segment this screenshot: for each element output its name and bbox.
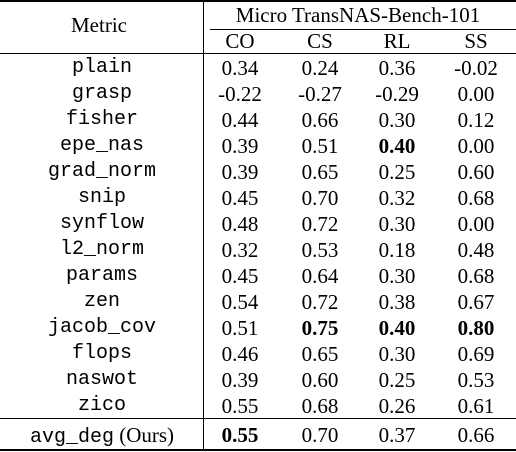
value-cs: 0.65: [301, 342, 339, 366]
value-ss: 0.48: [457, 238, 495, 262]
ours-row-label: avg_deg (Ours): [4, 422, 200, 449]
ours-value-cs: 0.70: [301, 423, 339, 447]
metric-name: synflow: [59, 212, 144, 235]
value-rl: 0.38: [378, 290, 416, 314]
value-co: 0.39: [221, 134, 259, 158]
value-ss: 0.53: [457, 368, 495, 392]
value-rl: 0.26: [378, 394, 416, 418]
value-rl: 0.30: [378, 212, 416, 236]
ours-suffix: (Ours): [113, 423, 175, 447]
value-ss: 0.68: [457, 186, 495, 210]
value-rl: 0.30: [378, 342, 416, 366]
value-cs: 0.65: [301, 160, 339, 184]
bottom-rule: [0, 449, 516, 451]
value-cs: 0.64: [301, 264, 339, 288]
value-rl: -0.29: [375, 82, 419, 106]
metric-name: l2_norm: [59, 238, 144, 261]
value-cs: 0.68: [301, 394, 339, 418]
metric-name: params: [65, 264, 138, 287]
value-cs: 0.53: [301, 238, 339, 262]
value-rl: 0.40: [378, 316, 416, 340]
value-rl: 0.30: [378, 108, 416, 132]
metric-name: naswot: [65, 368, 138, 391]
value-co: 0.46: [221, 342, 259, 366]
metric-name: grasp: [71, 82, 132, 105]
value-rl: 0.25: [378, 368, 416, 392]
header-rule: [0, 53, 516, 54]
value-cs: -0.27: [298, 82, 342, 106]
value-ss: -0.02: [454, 56, 498, 80]
value-rl: 0.40: [378, 134, 416, 158]
value-co: 0.39: [221, 160, 259, 184]
value-ss: 0.80: [457, 316, 495, 340]
value-cs: 0.51: [301, 134, 339, 158]
value-co: 0.44: [221, 108, 259, 132]
value-ss: 0.00: [457, 82, 495, 106]
value-co: 0.39: [221, 368, 259, 392]
col-divider: [203, 0, 204, 451]
value-ss: 0.12: [457, 108, 495, 132]
value-ss: 0.00: [457, 212, 495, 236]
value-ss: 0.67: [457, 290, 495, 314]
col-header-ss: SS: [464, 29, 488, 53]
metric-name: jacob_cov: [47, 316, 157, 339]
value-co: 0.45: [221, 264, 259, 288]
value-cs: 0.72: [301, 290, 339, 314]
value-co: 0.51: [221, 316, 259, 340]
value-cs: 0.75: [301, 316, 339, 340]
value-ss: 0.00: [457, 134, 495, 158]
value-ss: 0.60: [457, 160, 495, 184]
value-cs: 0.72: [301, 212, 339, 236]
col-header-cs: CS: [307, 29, 333, 53]
col-header-co: CO: [225, 29, 255, 53]
value-co: 0.54: [221, 290, 259, 314]
metric-name: zen: [83, 290, 120, 313]
value-rl: 0.36: [378, 56, 416, 80]
value-ss: 0.69: [457, 342, 495, 366]
ours-rule: [0, 418, 516, 419]
value-rl: 0.18: [378, 238, 416, 262]
value-cs: 0.70: [301, 186, 339, 210]
value-co: 0.55: [221, 394, 259, 418]
metric-name: zico: [77, 394, 126, 417]
value-ss: 0.68: [457, 264, 495, 288]
metric-name: epe_nas: [59, 134, 144, 157]
value-rl: 0.25: [378, 160, 416, 184]
group-header: Micro TransNAS-Bench-101: [235, 3, 481, 27]
metric-header: Metric: [71, 13, 127, 37]
ours-value-ss: 0.66: [457, 423, 495, 447]
value-cs: 0.60: [301, 368, 339, 392]
value-cs: 0.66: [301, 108, 339, 132]
value-co: 0.34: [221, 56, 259, 80]
col-header-rl: RL: [383, 29, 411, 53]
metric-name: snip: [77, 186, 126, 209]
value-cs: 0.24: [301, 56, 339, 80]
metric-name: grad_norm: [47, 160, 157, 183]
ours-value-co: 0.55: [221, 423, 259, 447]
value-co: 0.45: [221, 186, 259, 210]
metric-name: flops: [71, 342, 132, 365]
value-rl: 0.32: [378, 186, 416, 210]
group-underline: [210, 29, 516, 30]
ours-metric-name: avg_deg: [29, 426, 114, 449]
ours-value-rl: 0.37: [378, 423, 416, 447]
value-co: 0.48: [221, 212, 259, 236]
value-ss: 0.61: [457, 394, 495, 418]
value-rl: 0.30: [378, 264, 416, 288]
top-rule: [0, 0, 516, 2]
metric-name: plain: [71, 56, 132, 79]
metric-name: fisher: [65, 108, 138, 131]
value-co: -0.22: [218, 82, 262, 106]
value-co: 0.32: [221, 238, 259, 262]
